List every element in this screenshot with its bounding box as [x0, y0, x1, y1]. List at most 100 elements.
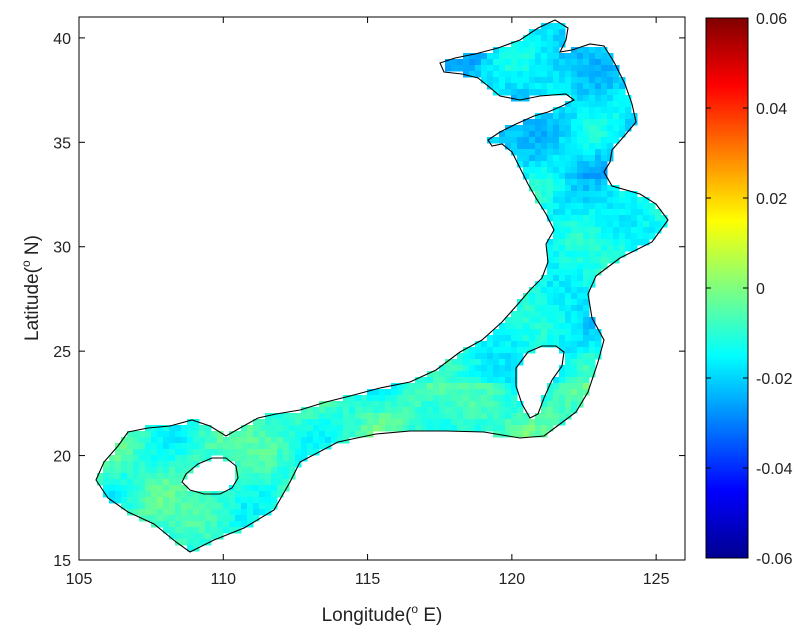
heatmap-cell: [505, 131, 512, 138]
heatmap-cell: [565, 161, 572, 168]
heatmap-cell: [151, 461, 158, 468]
heatmap-cell: [625, 215, 632, 222]
heatmap-cell: [559, 173, 566, 180]
heatmap-cell: [565, 59, 572, 66]
heatmap-cell: [559, 35, 566, 42]
heatmap-cell: [469, 353, 476, 360]
heatmap-cell: [595, 77, 602, 84]
heatmap-cell: [157, 455, 164, 462]
heatmap-cell: [553, 311, 560, 318]
heatmap-cell: [187, 419, 194, 426]
heatmap-cell: [499, 419, 506, 426]
heatmap-cell: [619, 215, 626, 222]
heatmap-cell: [223, 491, 230, 498]
heatmap-cell: [169, 425, 176, 432]
heatmap-cell: [415, 401, 422, 408]
heatmap-cell: [571, 125, 578, 132]
heatmap-cell: [547, 407, 554, 414]
heatmap-cell: [181, 533, 188, 540]
heatmap-cell: [115, 485, 122, 492]
heatmap-cell: [265, 485, 272, 492]
heatmap-cell: [559, 287, 566, 294]
heatmap-cell: [463, 71, 470, 78]
heatmap-cell: [583, 257, 590, 264]
heatmap-cell: [571, 59, 578, 66]
heatmap-cell: [247, 449, 254, 456]
heatmap-cell: [577, 95, 584, 102]
heatmap-cell: [181, 449, 188, 456]
heatmap-cell: [565, 131, 572, 138]
heatmap-cell: [583, 293, 590, 300]
heatmap-cell: [559, 365, 566, 372]
heatmap-cell: [529, 425, 536, 432]
heatmap-cell: [571, 389, 578, 396]
heatmap-cell: [385, 425, 392, 432]
heatmap-cell: [475, 353, 482, 360]
heatmap-cell: [559, 275, 566, 282]
heatmap-cell: [529, 167, 536, 174]
heatmap-cell: [169, 527, 176, 534]
heatmap-cell: [547, 77, 554, 84]
heatmap-cell: [523, 173, 530, 180]
heatmap-cell: [265, 455, 272, 462]
heatmap-cell: [619, 227, 626, 234]
heatmap-cell: [367, 401, 374, 408]
heatmap-cell: [547, 383, 554, 390]
heatmap-cell: [277, 449, 284, 456]
heatmap-cell: [601, 263, 608, 270]
heatmap-cell: [553, 341, 560, 348]
heatmap-cell: [505, 341, 512, 348]
heatmap-cell: [535, 173, 542, 180]
heatmap-cell: [547, 299, 554, 306]
heatmap-cell: [541, 35, 548, 42]
heatmap-cell: [301, 413, 308, 420]
heatmap-cell: [589, 359, 596, 366]
heatmap-cell: [211, 527, 218, 534]
heatmap-cell: [313, 431, 320, 438]
heatmap-cell: [241, 467, 248, 474]
heatmap-cell: [577, 383, 584, 390]
heatmap-cell: [523, 119, 530, 126]
heatmap-cell: [253, 485, 260, 492]
heatmap-cell: [565, 89, 572, 96]
heatmap-cell: [547, 191, 554, 198]
heatmap-cell: [343, 425, 350, 432]
heatmap-cell: [511, 335, 518, 342]
heatmap-cell: [361, 407, 368, 414]
colorbar-tick-label: 0.02: [756, 191, 787, 208]
heatmap-cell: [241, 503, 248, 510]
heatmap-cell: [505, 71, 512, 78]
heatmap-cell: [565, 383, 572, 390]
heatmap-cell: [553, 203, 560, 210]
heatmap-cell: [553, 419, 560, 426]
heatmap-cell: [571, 383, 578, 390]
heatmap-cell: [385, 395, 392, 402]
heatmap-cell: [139, 473, 146, 480]
heatmap-cell: [547, 281, 554, 288]
heatmap-cell: [361, 401, 368, 408]
heatmap-cell: [607, 59, 614, 66]
heatmap-cell: [523, 155, 530, 162]
heatmap-cell: [379, 419, 386, 426]
heatmap-cell: [481, 395, 488, 402]
heatmap-cell: [307, 431, 314, 438]
heatmap-cell: [595, 203, 602, 210]
heatmap-cell: [253, 443, 260, 450]
heatmap-cell: [229, 497, 236, 504]
heatmap-cell: [595, 161, 602, 168]
heatmap-cell: [559, 233, 566, 240]
heatmap-cell: [217, 449, 224, 456]
heatmap-cell: [535, 413, 542, 420]
heatmap-cell: [535, 71, 542, 78]
heatmap-cell: [583, 53, 590, 60]
heatmap-cell: [349, 413, 356, 420]
heatmap-cell: [247, 485, 254, 492]
heatmap-cell: [553, 389, 560, 396]
heatmap-cell: [583, 389, 590, 396]
heatmap-cell: [133, 491, 140, 498]
heatmap-cell: [589, 233, 596, 240]
heatmap-cell: [577, 335, 584, 342]
heatmap-cell: [463, 413, 470, 420]
heatmap-cell: [499, 353, 506, 360]
heatmap-cell: [181, 455, 188, 462]
